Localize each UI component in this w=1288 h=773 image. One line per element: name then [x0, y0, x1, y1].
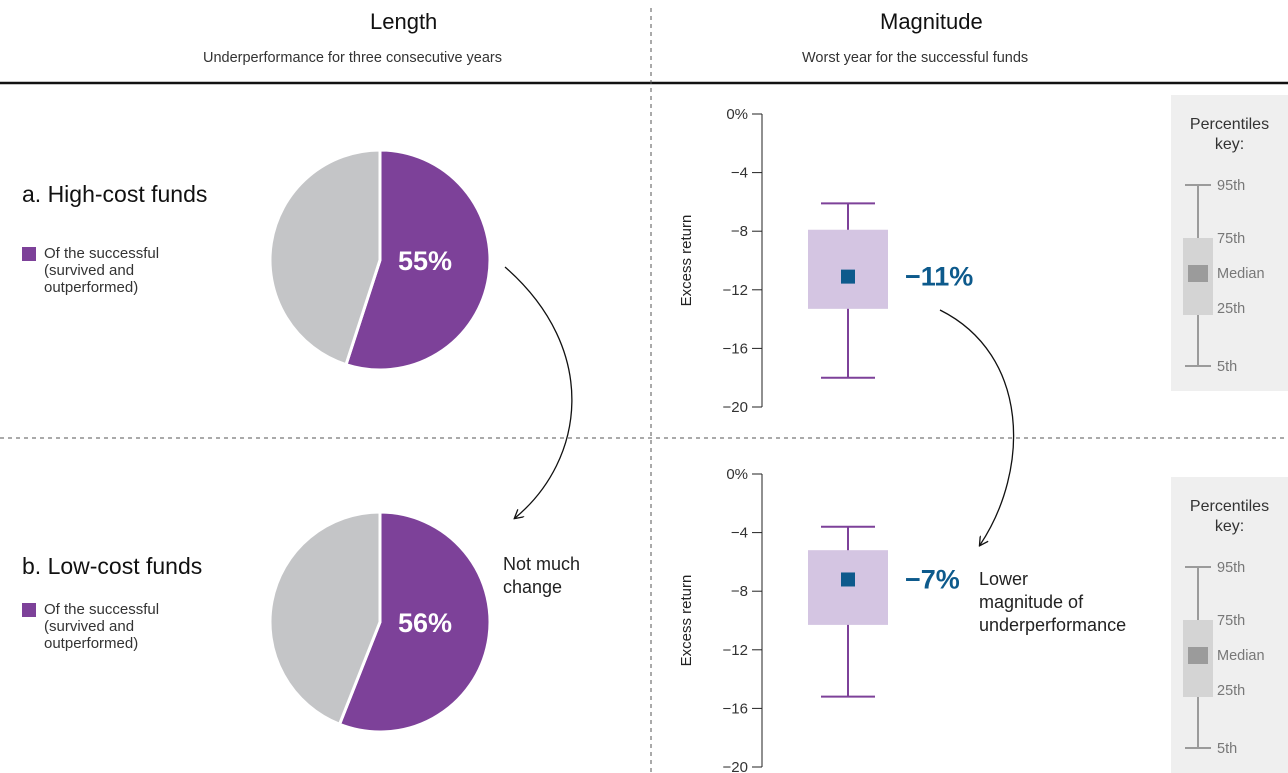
- key-label-25th: 25th: [1217, 683, 1245, 699]
- y-tick-label: 0%: [726, 106, 748, 123]
- key-graphic: 95th 75th Median 25th 5th: [1183, 560, 1265, 757]
- percentiles-key-a: Percentiles key: 95th 75th Median 25th 5th: [1171, 95, 1288, 391]
- percentiles-key-b: Percentiles key: 95th 75th Median 25th 5th: [1171, 477, 1288, 773]
- key-title-line: key:: [1214, 518, 1245, 535]
- median-value-label: −7%: [905, 564, 960, 594]
- legend-text-high-cost: Of the successful (survived and outperfo…: [44, 245, 159, 296]
- magnitude-header: Magnitude: [880, 9, 983, 34]
- y-tick-label: −8: [731, 583, 748, 600]
- median-value-label: −11%: [905, 262, 973, 292]
- note-line: magnitude of: [979, 592, 1084, 612]
- y-tick-label: 0%: [726, 466, 748, 483]
- key-label-75th: 75th: [1217, 613, 1245, 629]
- y-tick-label: −16: [723, 700, 748, 717]
- pie-slice-successful: [344, 148, 492, 372]
- length-subtitle: Underperformance for three consecutive y…: [203, 50, 503, 66]
- iqr-box: [808, 550, 888, 625]
- y-axis-title: Excess return: [678, 575, 695, 667]
- iqr-box: [808, 229, 888, 309]
- legend-line: Of the successful: [44, 601, 160, 618]
- key-graphic: 95th 75th Median 25th 5th: [1183, 178, 1265, 375]
- legend-line: outperformed): [44, 635, 139, 652]
- length-header: Length: [370, 9, 438, 34]
- key-title: Percentiles key:: [1171, 497, 1288, 537]
- note-line: Lower: [979, 569, 1029, 589]
- median-marker: [841, 269, 855, 284]
- pie-value-label: 56%: [398, 608, 452, 638]
- key-title-line: Percentiles: [1189, 498, 1270, 515]
- legend-swatch-purple: [22, 247, 36, 261]
- arrow-length: [504, 266, 573, 518]
- note-line: change: [503, 577, 563, 597]
- pie-value-label: 55%: [398, 246, 452, 276]
- y-tick-label: −12: [723, 282, 748, 299]
- key-title-line: Percentiles: [1189, 116, 1270, 133]
- y-tick-label: −20: [723, 759, 748, 773]
- row-title-high-cost: a. High-cost funds: [22, 181, 208, 207]
- key-label-5th: 5th: [1217, 741, 1237, 757]
- legend-line: outperformed): [44, 279, 139, 296]
- key-title-line: key:: [1214, 136, 1245, 153]
- key-label-95th: 95th: [1217, 178, 1245, 194]
- note-not-much-change: Not much change: [503, 553, 580, 599]
- pie-slice-other: [268, 510, 382, 727]
- note-line: underperformance: [979, 615, 1127, 635]
- arrow-magnitude: [939, 309, 1015, 545]
- key-label-median: Median: [1217, 648, 1265, 664]
- key-title: Percentiles key:: [1171, 115, 1288, 155]
- legend-line: Of the successful: [44, 245, 160, 262]
- y-tick-label: −8: [731, 223, 748, 240]
- legend-line: (survived and: [44, 262, 135, 279]
- y-tick-label: −12: [723, 642, 748, 659]
- legend-text-low-cost: Of the successful (survived and outperfo…: [44, 601, 159, 652]
- key-label-5th: 5th: [1217, 359, 1237, 375]
- y-tick-label: −16: [723, 340, 748, 357]
- key-median-marker: [1188, 265, 1208, 282]
- pie-slice-successful: [337, 510, 492, 734]
- key-label-25th: 25th: [1217, 301, 1245, 317]
- y-tick-label: −4: [731, 525, 748, 542]
- pie-slice-other: [268, 148, 382, 367]
- legend-swatch-purple: [22, 603, 36, 617]
- legend-line: (survived and: [44, 618, 135, 635]
- key-label-95th: 95th: [1217, 560, 1245, 576]
- key-label-75th: 75th: [1217, 231, 1245, 247]
- y-tick-label: −4: [731, 165, 748, 182]
- y-tick-label: −20: [723, 399, 748, 416]
- note-line: Not much: [503, 554, 581, 574]
- magnitude-subtitle: Worst year for the successful funds: [802, 50, 1029, 66]
- note-lower-magnitude: Lower magnitude of underperformance: [979, 568, 1126, 637]
- y-axis-title: Excess return: [678, 215, 695, 307]
- key-label-median: Median: [1217, 266, 1265, 282]
- median-marker: [841, 572, 855, 587]
- row-title-low-cost: b. Low-cost funds: [22, 553, 203, 579]
- key-median-marker: [1188, 647, 1208, 664]
